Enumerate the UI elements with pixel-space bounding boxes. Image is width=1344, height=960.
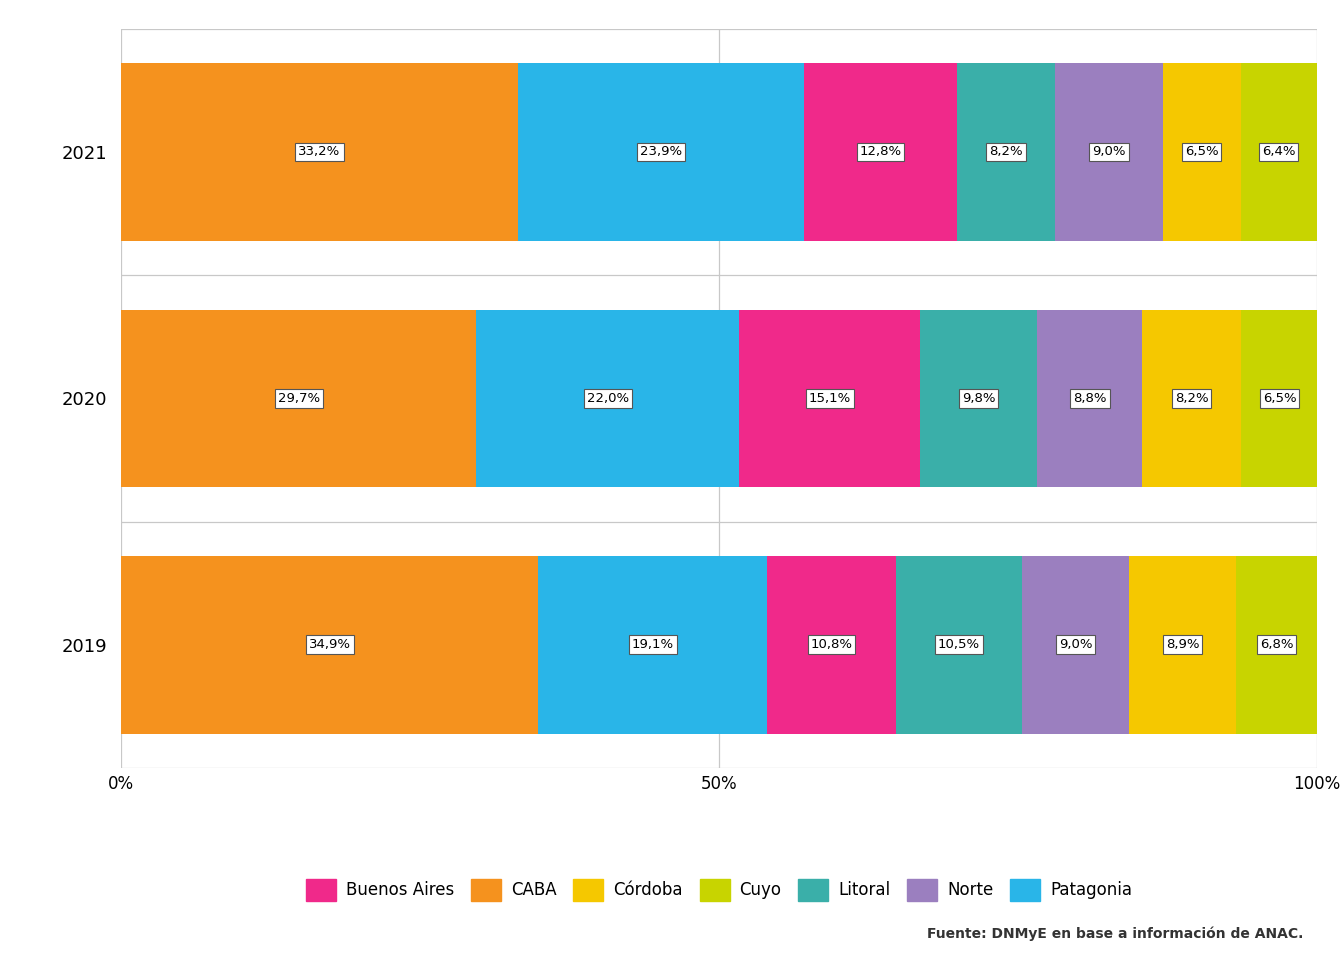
Text: 22,0%: 22,0% <box>587 392 629 405</box>
Text: Fuente: DNMyE en base a información de ANAC.: Fuente: DNMyE en base a información de A… <box>927 926 1304 941</box>
Bar <box>1055 63 1163 241</box>
Text: 34,9%: 34,9% <box>309 638 351 651</box>
Text: 10,5%: 10,5% <box>938 638 980 651</box>
Text: 23,9%: 23,9% <box>640 146 683 158</box>
Text: 8,8%: 8,8% <box>1073 392 1106 405</box>
Text: 6,4%: 6,4% <box>1262 146 1296 158</box>
Text: 15,1%: 15,1% <box>809 392 851 405</box>
Bar <box>957 63 1055 241</box>
Text: 8,2%: 8,2% <box>989 146 1023 158</box>
Text: 9,8%: 9,8% <box>962 392 996 405</box>
Bar <box>1235 556 1317 733</box>
Bar <box>896 556 1021 733</box>
Text: 8,2%: 8,2% <box>1175 392 1208 405</box>
Bar <box>517 63 804 241</box>
Bar <box>1142 310 1241 487</box>
Bar <box>1241 310 1318 487</box>
Legend: Buenos Aires, CABA, Córdoba, Cuyo, Litoral, Norte, Patagonia: Buenos Aires, CABA, Córdoba, Cuyo, Litor… <box>300 873 1138 907</box>
Text: 12,8%: 12,8% <box>859 146 902 158</box>
Text: 10,8%: 10,8% <box>810 638 852 651</box>
Bar <box>804 63 957 241</box>
Bar <box>121 556 539 733</box>
Bar <box>121 310 476 487</box>
Text: 33,2%: 33,2% <box>298 146 340 158</box>
Text: 6,5%: 6,5% <box>1185 146 1219 158</box>
Bar <box>121 63 517 241</box>
Bar <box>476 310 739 487</box>
Text: 8,9%: 8,9% <box>1165 638 1199 651</box>
Text: 29,7%: 29,7% <box>277 392 320 405</box>
Text: 9,0%: 9,0% <box>1059 638 1093 651</box>
Text: 9,0%: 9,0% <box>1093 146 1126 158</box>
Bar <box>767 556 896 733</box>
Bar <box>1021 556 1129 733</box>
Bar <box>1038 310 1142 487</box>
Bar <box>1129 556 1235 733</box>
Text: 6,5%: 6,5% <box>1262 392 1296 405</box>
Bar <box>1241 63 1317 241</box>
Bar <box>539 556 767 733</box>
Bar <box>1163 63 1241 241</box>
Text: 19,1%: 19,1% <box>632 638 673 651</box>
Text: 6,8%: 6,8% <box>1259 638 1293 651</box>
Bar <box>739 310 921 487</box>
Bar <box>921 310 1038 487</box>
